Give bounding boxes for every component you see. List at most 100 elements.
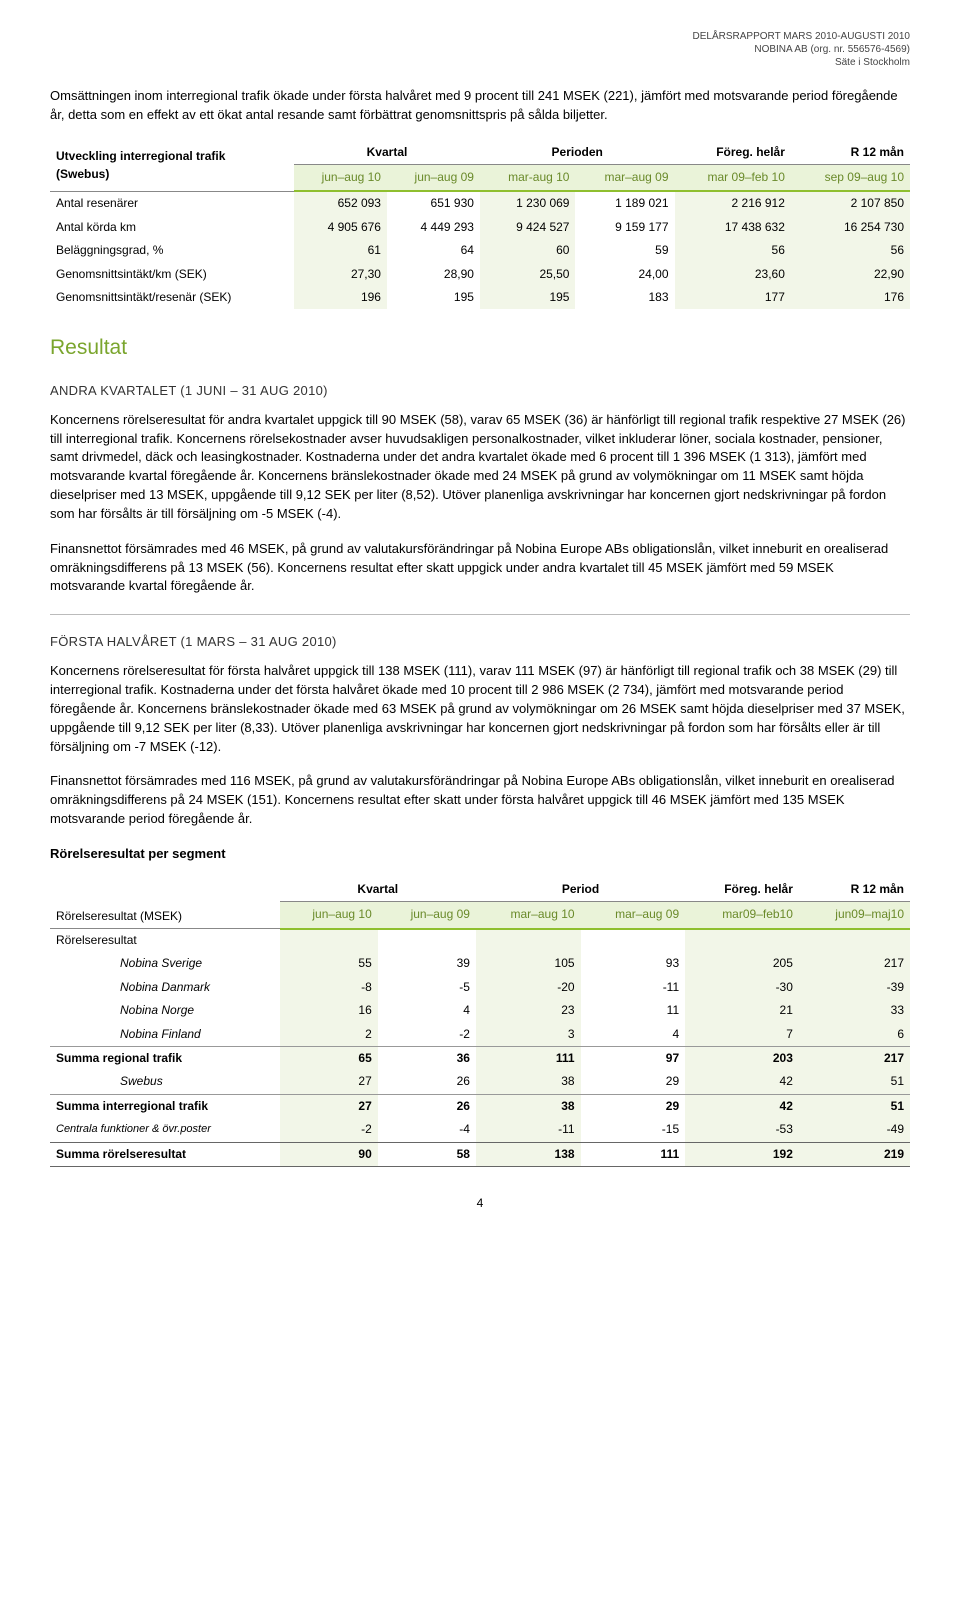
cell: 16 <box>280 999 378 1022</box>
cell: 651 930 <box>387 191 480 215</box>
cell: -5 <box>378 976 476 999</box>
cell: 23,60 <box>675 263 791 286</box>
row-label: Swebus <box>50 1070 280 1094</box>
cell: 27 <box>280 1094 378 1118</box>
cell: 2 <box>280 1023 378 1047</box>
t1-col: jun–aug 09 <box>387 165 480 192</box>
cell: 203 <box>685 1046 799 1070</box>
table-row: Nobina Danmark-8-5-20-11-30-39 <box>50 976 910 999</box>
t2-col: jun–aug 10 <box>280 902 378 929</box>
t2-title: Rörelseresultat (MSEK) <box>56 909 182 923</box>
cell: 192 <box>685 1142 799 1166</box>
cell: 33 <box>799 999 910 1022</box>
row-label: Summa rörelseresultat <box>50 1142 280 1166</box>
cell: 93 <box>581 952 686 975</box>
table-row: Genomsnittsintäkt/resenär (SEK)196195195… <box>50 286 910 309</box>
t1-grp-r12: R 12 mån <box>791 141 910 165</box>
cell: 29 <box>581 1094 686 1118</box>
corporate-header: DELÅRSRAPPORT MARS 2010-AUGUSTI 2010 NOB… <box>50 30 910 69</box>
row-label: Genomsnittsintäkt/resenär (SEK) <box>50 286 294 309</box>
t2-col: jun–aug 09 <box>378 902 476 929</box>
cell: 219 <box>799 1142 910 1166</box>
cell: 4 905 676 <box>294 216 387 239</box>
t2-col: mar–aug 10 <box>476 902 581 929</box>
cell: -8 <box>280 976 378 999</box>
segment-table: Rörelseresultat (MSEK) Kvartal Period Fö… <box>50 878 910 1167</box>
cell: 51 <box>799 1094 910 1118</box>
cell: 36 <box>378 1046 476 1070</box>
row-label: Centrala funktioner & övr.poster <box>50 1118 280 1142</box>
cell: 24,00 <box>575 263 674 286</box>
row-label: Nobina Norge <box>50 999 280 1022</box>
corp-l2: NOBINA AB (org. nr. 556576-4569) <box>50 43 910 56</box>
cell: -11 <box>476 1118 581 1142</box>
cell: -30 <box>685 976 799 999</box>
table-row: Nobina Norge16423112133 <box>50 999 910 1022</box>
cell: 205 <box>685 952 799 975</box>
cell: 138 <box>476 1142 581 1166</box>
cell: -2 <box>378 1023 476 1047</box>
table-row: Genomsnittsintäkt/km (SEK)27,3028,9025,5… <box>50 263 910 286</box>
cell: 39 <box>378 952 476 975</box>
resultat-heading: Resultat <box>50 333 910 363</box>
cell: -15 <box>581 1118 686 1142</box>
cell: 217 <box>799 952 910 975</box>
cell: 21 <box>685 999 799 1022</box>
cell: 42 <box>685 1094 799 1118</box>
row-label: Antal resenärer <box>50 191 294 215</box>
t1-grp-kvartal: Kvartal <box>294 141 480 165</box>
cell: 2 107 850 <box>791 191 910 215</box>
cell: -2 <box>280 1118 378 1142</box>
cell: 97 <box>581 1046 686 1070</box>
corp-l1: DELÅRSRAPPORT MARS 2010-AUGUSTI 2010 <box>50 30 910 43</box>
cell: 28,90 <box>387 263 480 286</box>
cell: 183 <box>575 286 674 309</box>
table-row: Nobina Finland2-23476 <box>50 1023 910 1047</box>
t2-col: jun09–maj10 <box>799 902 910 929</box>
cell: 27 <box>280 1070 378 1094</box>
cell: 4 <box>581 1023 686 1047</box>
cell: 26 <box>378 1094 476 1118</box>
intro-paragraph: Omsättningen inom interregional trafik ö… <box>50 87 910 125</box>
cell: -11 <box>581 976 686 999</box>
t1-grp-period: Perioden <box>480 141 675 165</box>
t2-col: mar09–feb10 <box>685 902 799 929</box>
segment-title: Rörelseresultat per segment <box>50 845 910 864</box>
cell: 58 <box>378 1142 476 1166</box>
cell: 2 216 912 <box>675 191 791 215</box>
table-row: Swebus272638294251 <box>50 1070 910 1094</box>
t2-grp-kvartal: Kvartal <box>280 878 476 902</box>
cell: 6 <box>799 1023 910 1047</box>
cell: 9 424 527 <box>480 216 576 239</box>
table-row: Antal körda km4 905 6764 449 2939 424 52… <box>50 216 910 239</box>
row-label: Summa interregional trafik <box>50 1094 280 1118</box>
cell: -49 <box>799 1118 910 1142</box>
corp-l3: Säte i Stockholm <box>50 56 910 69</box>
cell: 23 <box>476 999 581 1022</box>
t1-title-l1: Utveckling interregional trafik <box>56 149 225 163</box>
row-label: Nobina Sverige <box>50 952 280 975</box>
cell: 196 <box>294 286 387 309</box>
cell: 59 <box>575 239 674 262</box>
cell: 652 093 <box>294 191 387 215</box>
table-row: Antal resenärer652 093651 9301 230 0691 … <box>50 191 910 215</box>
t1-title-l2: (Swebus) <box>56 167 109 181</box>
cell: 111 <box>581 1142 686 1166</box>
cell: -53 <box>685 1118 799 1142</box>
t2-col: mar–aug 09 <box>581 902 686 929</box>
q2-heading: ANDRA KVARTALET (1 JUNI – 31 AUG 2010) <box>50 382 910 401</box>
t2-grp-helar: Föreg. helår <box>685 878 799 902</box>
cell: 7 <box>685 1023 799 1047</box>
t1-col: mar 09–feb 10 <box>675 165 791 192</box>
cell: 16 254 730 <box>791 216 910 239</box>
cell: 177 <box>675 286 791 309</box>
cell: 51 <box>799 1070 910 1094</box>
para-q2-a: Koncernens rörelseresultat för andra kva… <box>50 411 910 524</box>
cell: 56 <box>675 239 791 262</box>
cell: 25,50 <box>480 263 576 286</box>
cell: 60 <box>480 239 576 262</box>
h1-heading: FÖRSTA HALVÅRET (1 MARS – 31 AUG 2010) <box>50 633 910 652</box>
cell: 90 <box>280 1142 378 1166</box>
page-number: 4 <box>50 1195 910 1212</box>
para-q2-b: Finansnettot försämrades med 46 MSEK, på… <box>50 540 910 597</box>
